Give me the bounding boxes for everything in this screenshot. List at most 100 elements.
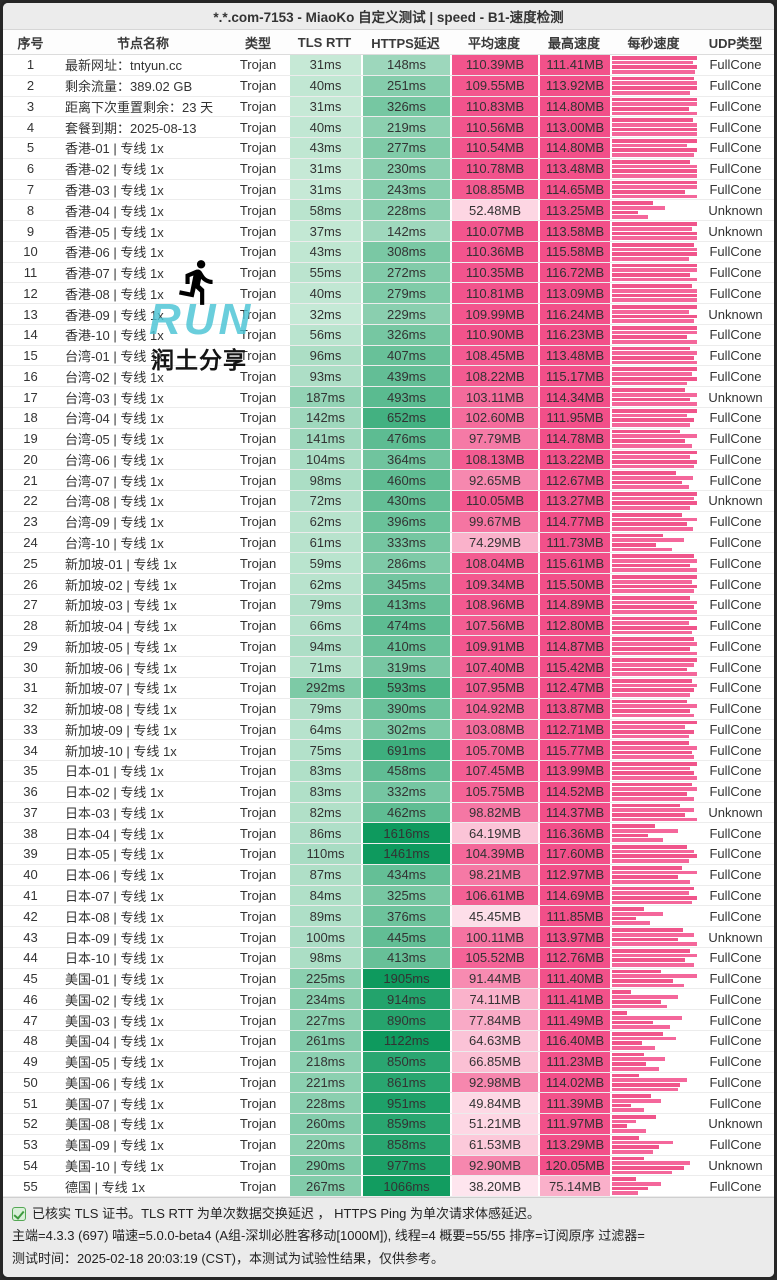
per-second-speed-chart (610, 761, 697, 781)
table-row: 20 台湾-06 | 专线 1x Trojan 104ms 364ms 108.13MB 1… (3, 449, 774, 471)
udp-type-value: FullCone (709, 867, 762, 883)
speed-bar-segment (612, 999, 662, 1004)
node-type: Trojan (239, 576, 277, 592)
table-row: 47 美国-03 | 专线 1x Trojan 227ms 890ms 77.84MB 11… (3, 1010, 774, 1031)
speed-bar-segment (612, 542, 657, 547)
table-row: 3 距离下次重置剩余：23 天 Trojan 31ms 326ms 110.83MB 114… (3, 96, 774, 118)
speed-bar-segment (612, 1015, 682, 1020)
tls-rtt-value: 227ms (288, 1010, 361, 1030)
speed-bar-segment (612, 263, 697, 268)
node-name: 香港-05 | 专线 1x (65, 224, 164, 240)
speed-bar-segment (612, 538, 685, 542)
table-row: 46 美国-02 | 专线 1x Trojan 234ms 914ms 74.11MB 11… (3, 989, 774, 1011)
column-header: HTTPS延迟 (371, 35, 440, 51)
table-row: 19 台湾-05 | 专线 1x Trojan 141ms 476ms 97.79MB 11… (3, 428, 774, 450)
speed-bar-segment (612, 824, 655, 829)
tls-rtt-value: 267ms (288, 1176, 361, 1197)
max-speed-value: 115.58MB (538, 241, 610, 262)
table-row: 49 美国-05 | 专线 1x Trojan 218ms 850ms 66.85MB 11… (3, 1051, 774, 1073)
per-second-speed-chart (610, 989, 697, 1010)
https-latency-value: 858ms (361, 1134, 450, 1155)
speed-bar-segment (612, 829, 679, 833)
speed-bar-segment (612, 402, 697, 406)
https-latency-value: 302ms (361, 719, 450, 740)
row-index: 32 (23, 701, 38, 717)
per-second-speed-chart (610, 968, 697, 989)
node-name: 香港-09 | 专线 1x (65, 307, 164, 323)
per-second-speed-chart (610, 1134, 697, 1155)
tls-rtt-value: 64ms (288, 719, 361, 740)
node-name: 台湾-07 | 专线 1x (65, 473, 164, 489)
speed-bar-segment (612, 792, 687, 796)
avg-speed-value: 100.11MB (450, 927, 538, 947)
node-name: 日本-02 | 专线 1x (65, 785, 164, 801)
table-row: 38 日本-04 | 专线 1x Trojan 86ms 1616ms 64.19MB 11… (3, 823, 774, 845)
table-row: 36 日本-02 | 专线 1x Trojan 83ms 332ms 105.75MB 11… (3, 781, 774, 803)
row-index: 33 (23, 721, 38, 737)
speed-bar-segment (612, 990, 631, 995)
speed-bar-segment (612, 164, 697, 169)
speed-bar-segment (612, 896, 697, 900)
node-type: Trojan (239, 846, 277, 862)
node-type: Trojan (239, 57, 277, 73)
speed-bar-segment (612, 642, 697, 646)
https-latency-value: 413ms (361, 947, 450, 968)
speed-bar-segment (612, 185, 697, 189)
https-latency-value: 434ms (361, 864, 450, 885)
udp-type-value: FullCone (709, 555, 762, 571)
page-title: *.*.com-7153 - MiaoKo 自定义测试 | speed - B1… (213, 10, 564, 25)
speed-bar-segment (612, 1182, 662, 1186)
speed-bar-segment (612, 969, 662, 974)
tls-rtt-value: 83ms (288, 781, 361, 802)
udp-type-value: FullCone (709, 78, 762, 94)
speed-bar-segment (612, 148, 697, 153)
speed-bar-segment (612, 1025, 670, 1029)
speed-bar-segment (612, 319, 694, 323)
speed-bar-segment (612, 803, 680, 808)
speed-bar-segment (612, 817, 697, 822)
speed-bar-segment (612, 870, 697, 875)
https-latency-value: 142ms (361, 221, 450, 241)
udp-type-value: FullCone (709, 514, 762, 530)
speed-bar-segment (612, 750, 692, 755)
speed-bar-segment (612, 455, 691, 459)
node-type: Trojan (239, 929, 277, 945)
max-speed-value: 116.72MB (538, 262, 610, 283)
max-speed-value: 115.50MB (538, 574, 610, 594)
speed-bar-segment (612, 106, 689, 111)
node-type: Trojan (239, 410, 277, 426)
tls-rtt-value: 142ms (288, 408, 361, 428)
column-header: 类型 (244, 35, 271, 51)
tls-rtt-value: 260ms (288, 1114, 361, 1134)
table-row: 11 香港-07 | 专线 1x Trojan 55ms 272ms 110.35MB 11… (3, 262, 774, 284)
tls-rtt-value: 62ms (288, 511, 361, 532)
row-index: 17 (23, 389, 38, 405)
speed-bar-segment (612, 118, 693, 122)
speed-bar-segment (612, 277, 697, 282)
row-index: 41 (23, 888, 38, 903)
per-second-speed-chart (610, 844, 697, 864)
speed-bar-segment (612, 886, 694, 891)
max-speed-value: 113.48MB (538, 158, 610, 179)
node-name: 香港-04 | 专线 1x (65, 203, 164, 219)
footer-line-2: 主端=4.3.3 (697) 喵速=5.0.0-beta4 (A组-深圳必胜客移… (12, 1228, 645, 1244)
speed-bar-segment (612, 1062, 646, 1066)
speed-bar-segment (612, 1041, 642, 1046)
table-row: 35 日本-01 | 专线 1x Trojan 83ms 458ms 107.45MB 11… (3, 761, 774, 782)
node-name: 香港-01 | 专线 1x (65, 141, 164, 157)
speed-bar-segment (612, 771, 694, 776)
row-index: 53 (23, 1137, 38, 1153)
udp-type-value: Unknown (708, 1157, 763, 1173)
max-speed-value: 114.80MB (538, 96, 610, 117)
https-latency-value: 977ms (361, 1155, 450, 1176)
node-type: Trojan (239, 389, 277, 405)
footer-line-1-text: 已核实 TLS 证书。TLS RTT 为单次数据交换延迟 ， HTTPS Pin… (32, 1205, 541, 1221)
row-index: 48 (23, 1033, 38, 1049)
tls-rtt-value: 218ms (288, 1051, 361, 1072)
per-second-speed-chart (610, 138, 697, 158)
avg-speed-value: 110.36MB (450, 241, 538, 262)
https-latency-value: 326ms (361, 96, 450, 117)
max-speed-value: 112.80MB (538, 615, 610, 636)
avg-speed-value: 106.61MB (450, 885, 538, 906)
